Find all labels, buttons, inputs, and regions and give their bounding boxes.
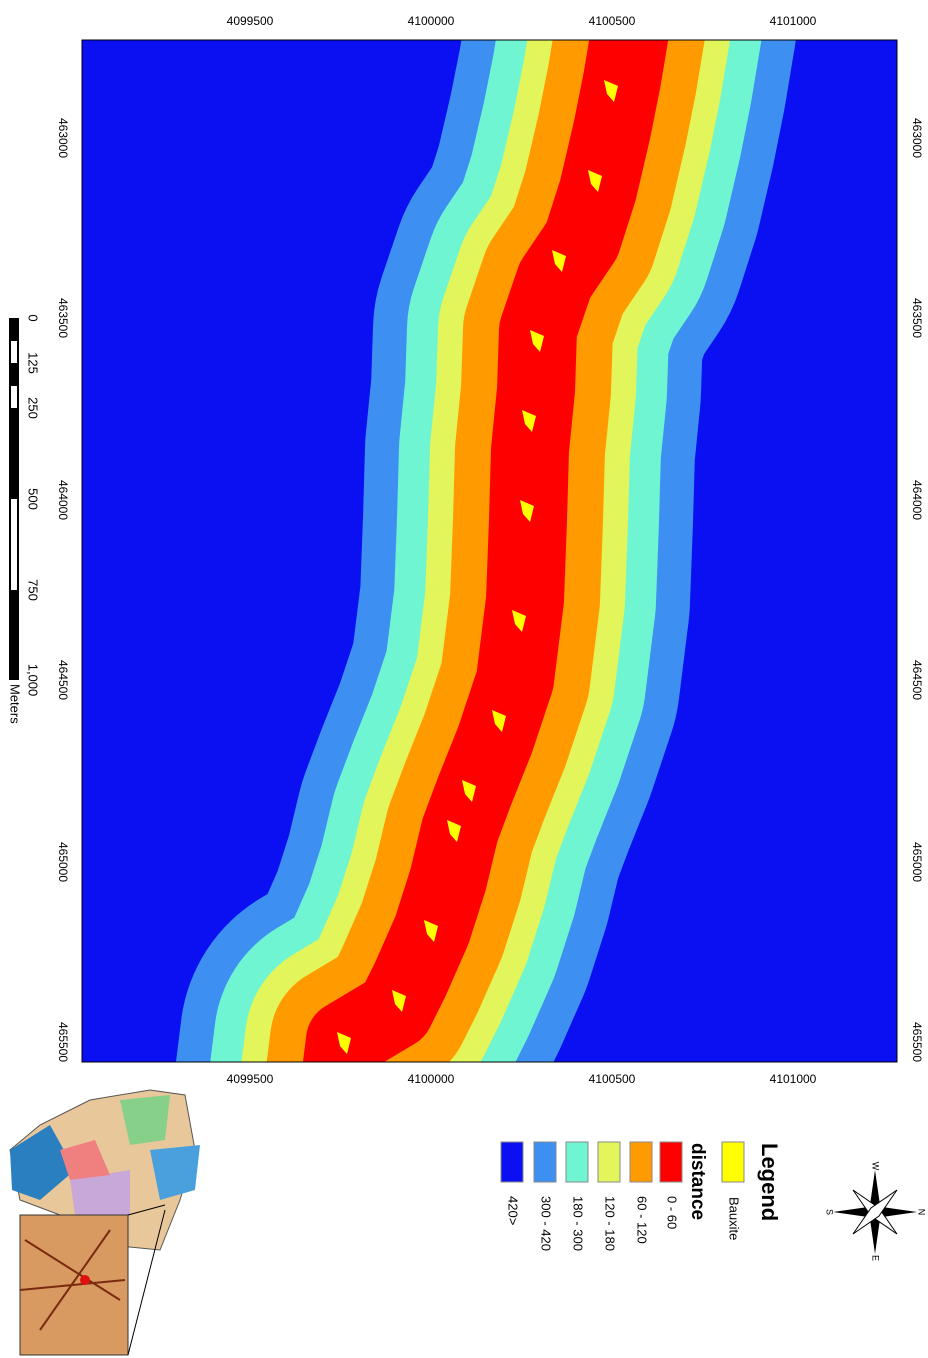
compass-s: S [825, 1209, 835, 1215]
page: N S E W Legend Bauxite distance 0 - 60 60… [0, 0, 928, 1358]
legend-swatch [566, 1142, 588, 1182]
x-tick-label: 4099500 [227, 14, 274, 28]
y-tick-label: 463000 [910, 118, 924, 158]
y-tick-label: 465000 [910, 842, 924, 882]
legend-label: 0 - 60 [665, 1196, 680, 1229]
compass-n: N [917, 1209, 927, 1216]
scale-label: 0 [26, 314, 41, 321]
scale-label: 750 [26, 579, 41, 601]
scale-unit: Meters [8, 684, 23, 724]
x-tick-label: 4101000 [770, 1072, 817, 1086]
y-tick-label: 465500 [56, 1022, 70, 1062]
y-tick-label: 464500 [910, 660, 924, 700]
legend-swatch [598, 1142, 620, 1182]
legend-label: 180 - 300 [571, 1196, 586, 1251]
y-tick-label: 463500 [56, 298, 70, 338]
legend-label: 120 - 180 [603, 1196, 618, 1251]
x-tick-label: 4100500 [589, 14, 636, 28]
compass-w: W [871, 1162, 881, 1171]
y-tick-label: 465000 [56, 842, 70, 882]
scale-bar-segment [11, 499, 17, 590]
y-tick-label: 463500 [910, 298, 924, 338]
legend-swatch [630, 1142, 652, 1182]
legend-label: 300 - 420 [539, 1196, 554, 1251]
y-tick-label: 465500 [910, 1022, 924, 1062]
legend-label: Bauxite [727, 1197, 742, 1240]
legend-title: Legend [757, 1143, 782, 1221]
scale-bar-segment [11, 341, 17, 363]
legend-label: 60 - 120 [635, 1196, 650, 1244]
x-tick-label: 4100500 [589, 1072, 636, 1086]
x-tick-label: 4101000 [770, 14, 817, 28]
legend-subtitle: distance [687, 1143, 708, 1220]
north-arrow: N S E W [825, 1162, 927, 1261]
y-tick-label: 464000 [56, 480, 70, 520]
y-tick-label: 464000 [910, 480, 924, 520]
scale-label: 125 [26, 352, 41, 374]
x-tick-label: 4100000 [408, 14, 455, 28]
inset-map [10, 1090, 200, 1355]
legend-swatch [501, 1142, 523, 1182]
y-tick-label: 463000 [56, 118, 70, 158]
x-tick-label: 4100000 [408, 1072, 455, 1086]
legend-label: 420> [506, 1196, 521, 1225]
legend-swatch [534, 1142, 556, 1182]
scale-label: 250 [26, 397, 41, 419]
legend-swatch [660, 1142, 682, 1182]
scale-bar-segment [11, 386, 17, 408]
legend-swatch [722, 1142, 744, 1182]
legend: 0 - 60 60 - 120 120 - 180 180 - 300 300 - 42… [501, 1142, 682, 1251]
x-tick-label: 4099500 [227, 1072, 274, 1086]
y-tick-label: 464500 [56, 660, 70, 700]
compass-e: E [871, 1255, 881, 1261]
scale-label: 1,000 [26, 664, 41, 697]
scale-label: 500 [26, 488, 41, 510]
